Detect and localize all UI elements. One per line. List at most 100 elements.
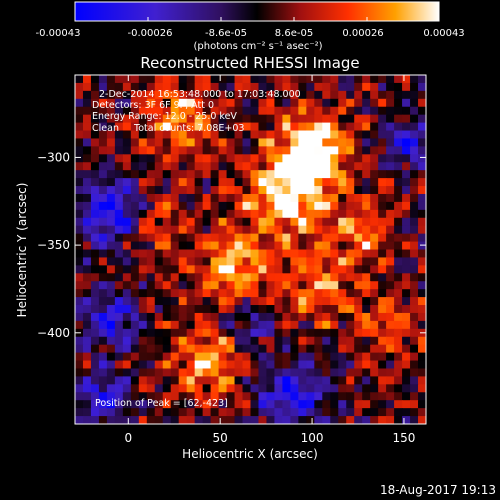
heatmap-cell xyxy=(394,178,403,187)
heatmap-cell xyxy=(90,193,100,203)
heatmap-cell xyxy=(106,75,116,84)
heatmap-cell xyxy=(410,352,419,362)
heatmap-cell xyxy=(282,392,291,401)
heatmap-cell xyxy=(186,75,196,84)
heatmap-cell xyxy=(106,408,116,417)
heatmap-cell xyxy=(250,328,260,338)
heatmap-cell xyxy=(250,376,260,385)
heatmap-cell xyxy=(90,257,100,266)
heatmap-cell xyxy=(170,249,180,259)
heatmap-cell xyxy=(234,130,244,140)
heatmap-cell xyxy=(322,162,331,171)
colorbar-ticks xyxy=(74,17,440,21)
heatmap-cell xyxy=(258,98,268,108)
heatmap-cell xyxy=(154,376,164,385)
heatmap-cell xyxy=(122,193,132,203)
heatmap-cell xyxy=(306,241,315,251)
heatmap-cell xyxy=(130,265,140,274)
heatmap-cell xyxy=(170,82,180,92)
heatmap-cell xyxy=(202,312,212,322)
heatmap-cell xyxy=(394,170,403,179)
heatmap-cell xyxy=(218,408,228,417)
heatmap-cell xyxy=(378,130,387,140)
heatmap-cell xyxy=(370,408,379,417)
heatmap-cell xyxy=(178,122,188,132)
heatmap-cell xyxy=(258,106,268,116)
heatmap-cell xyxy=(162,281,172,290)
heatmap-cell xyxy=(290,106,299,116)
heatmap-cell xyxy=(122,281,132,290)
heatmap-cell xyxy=(146,281,156,290)
heatmap-cell xyxy=(314,201,323,211)
heatmap-cell xyxy=(418,400,426,409)
heatmap-cell xyxy=(202,336,212,346)
heatmap-cell xyxy=(90,114,100,124)
heatmap-cell xyxy=(346,162,355,171)
heatmap-cell xyxy=(330,384,339,393)
heatmap-cell xyxy=(114,186,124,195)
heatmap-cell xyxy=(306,336,315,346)
heatmap-cell xyxy=(354,297,363,306)
heatmap-cell xyxy=(370,273,379,282)
heatmap-cell xyxy=(298,233,307,243)
heatmap-cell xyxy=(138,312,148,322)
heatmap-cell xyxy=(394,130,403,140)
heatmap-cell xyxy=(282,416,291,424)
heatmap-cell xyxy=(346,265,355,274)
heatmap-cell xyxy=(378,241,387,251)
heatmap-cell xyxy=(410,297,419,306)
heatmap-cell xyxy=(146,122,156,132)
heatmap-cell xyxy=(202,241,212,251)
heatmap-cell xyxy=(314,241,323,251)
heatmap-cell xyxy=(370,265,379,274)
heatmap-cell xyxy=(274,360,284,370)
heatmap-cell xyxy=(122,320,132,330)
heatmap-cell xyxy=(394,209,403,219)
heatmap-cell xyxy=(258,75,268,84)
heatmap-cell xyxy=(122,273,132,282)
heatmap-cell xyxy=(218,75,228,84)
heatmap-cell xyxy=(402,186,411,195)
heatmap-cell xyxy=(186,376,196,385)
heatmap-cell xyxy=(418,273,426,282)
heatmap-cell xyxy=(322,416,331,424)
heatmap-cell xyxy=(306,408,315,417)
heatmap-cell xyxy=(130,217,140,227)
heatmap-cell xyxy=(154,273,164,282)
heatmap-cell xyxy=(418,281,426,290)
heatmap-cell xyxy=(370,320,379,330)
heatmap-cell xyxy=(378,162,387,171)
heatmap-cell xyxy=(298,265,307,274)
heatmap-cell xyxy=(178,217,188,227)
heatmap-cell xyxy=(410,217,419,227)
heatmap-cell xyxy=(122,312,132,322)
heatmap-cell xyxy=(370,392,379,401)
heatmap-cell xyxy=(186,344,196,354)
heatmap-cell xyxy=(210,233,220,243)
heatmap-cell xyxy=(130,344,140,354)
heatmap-cell xyxy=(282,368,291,378)
heatmap-cell xyxy=(402,233,411,243)
heatmap-cell xyxy=(282,138,291,147)
heatmap-cell xyxy=(322,408,331,417)
heatmap-cell xyxy=(154,297,164,306)
heatmap-cell xyxy=(194,360,204,370)
heatmap-cell xyxy=(226,233,236,243)
heatmap-cell xyxy=(154,249,164,259)
heatmap-cell xyxy=(106,146,116,155)
heatmap-cell xyxy=(194,75,204,84)
heatmap-cell xyxy=(170,154,180,163)
heatmap-cell xyxy=(162,170,172,179)
heatmap-cell xyxy=(274,154,284,163)
heatmap-cell xyxy=(210,178,220,187)
heatmap-cell xyxy=(226,249,236,259)
heatmap-cell xyxy=(346,328,355,338)
heatmap-cell xyxy=(154,305,164,314)
heatmap-cell xyxy=(186,193,196,203)
heatmap-cell xyxy=(322,82,331,92)
heatmap-cell xyxy=(170,392,180,401)
heatmap-cell xyxy=(250,257,260,266)
heatmap-cell xyxy=(354,257,363,266)
heatmap-cell xyxy=(298,360,307,370)
heatmap-cell xyxy=(202,408,212,417)
